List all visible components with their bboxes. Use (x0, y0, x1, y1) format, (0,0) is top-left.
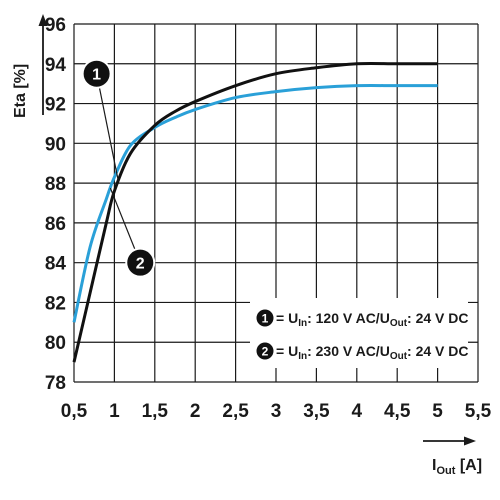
legend-entry-2-label: = UIn: 230 V AC/UOut: 24 V DC (276, 343, 469, 362)
x-axis-label: IOut [A] (432, 457, 482, 477)
x-axis-title: IOut [A] (423, 436, 482, 477)
marker-badge-2 (125, 247, 156, 278)
x-tick-label: 0,5 (61, 401, 88, 422)
legend: 1 = UIn: 120 V AC/UOut: 24 V DC 2 = UIn:… (250, 298, 469, 368)
legend-entry-1-label: = UIn: 120 V AC/UOut: 24 V DC (276, 310, 469, 329)
series-layer (72, 61, 438, 363)
y-tick-label: 92 (45, 95, 66, 116)
y-tick-label: 94 (45, 55, 67, 76)
y-tick-label: 88 (45, 174, 66, 195)
legend-badge-1 (256, 309, 274, 327)
marker-label-1: 1 (92, 67, 101, 84)
x-tick-label: 5 (432, 401, 443, 422)
y-tick-label: 82 (45, 293, 66, 314)
x-tick-label: 5,5 (465, 401, 492, 422)
legend-badge-1-label: 1 (262, 312, 269, 326)
x-axis-arrow-head (464, 436, 476, 446)
legend-badge-2-label: 2 (262, 345, 269, 359)
x-tick-label: 1,5 (142, 401, 169, 422)
y-axis-label: Eta [%] (12, 64, 29, 118)
x-tick-label: 2 (190, 401, 201, 422)
x-tick-labels: 0,5 1 1,5 2 2,5 3 3,5 4 4,5 5 5,5 (61, 401, 492, 422)
marker-badge-1 (81, 58, 112, 89)
y-tick-label: 86 (45, 214, 66, 235)
y-tick-label: 84 (45, 254, 67, 275)
marker-layer: 12 (81, 58, 156, 278)
series-line-1 (72, 61, 438, 363)
y-axis-arrow-head (38, 14, 48, 26)
y-tick-label: 78 (45, 373, 66, 394)
marker-leader-1 (96, 73, 120, 182)
x-tick-label: 4 (352, 401, 363, 422)
y-tick-labels: 78 80 82 84 86 88 90 92 94 96 (45, 15, 67, 394)
x-tick-label: 3 (271, 401, 282, 422)
y-tick-label: 90 (45, 134, 66, 155)
x-tick-label: 1 (109, 401, 120, 422)
marker-label-2: 2 (136, 256, 145, 273)
series-line-2 (72, 84, 438, 323)
y-axis-title: Eta [%] (12, 14, 48, 118)
legend-entry-1: 1 = UIn: 120 V AC/UOut: 24 V DC (256, 309, 469, 329)
y-tick-label: 80 (45, 333, 66, 354)
legend-entry-2: 2 = UIn: 230 V AC/UOut: 24 V DC (256, 342, 469, 362)
x-tick-label: 2,5 (222, 401, 249, 422)
legend-badge-2 (256, 342, 274, 360)
x-tick-label: 3,5 (303, 401, 330, 422)
legend-box (250, 298, 468, 368)
x-tick-label: 4,5 (384, 401, 411, 422)
y-tick-label: 96 (45, 15, 66, 36)
